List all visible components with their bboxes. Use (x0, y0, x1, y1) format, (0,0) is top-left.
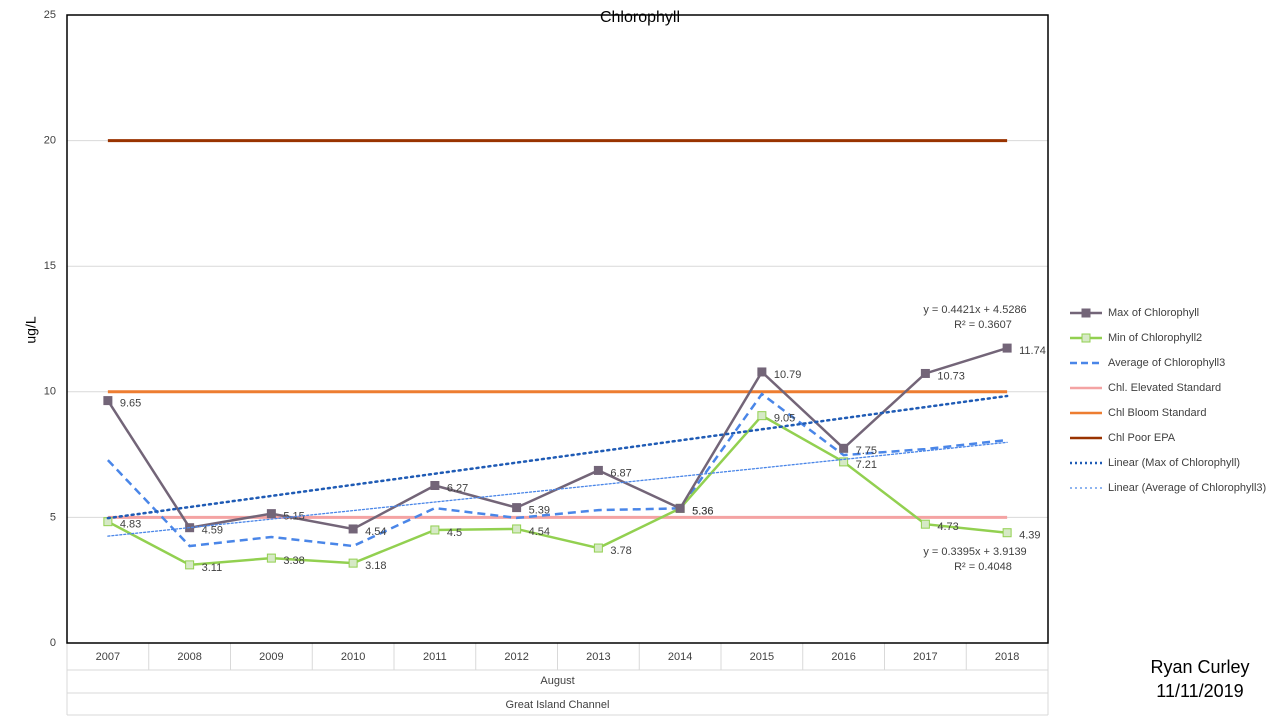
data-label: 3.38 (283, 555, 304, 567)
data-label: 9.65 (120, 397, 141, 409)
data-point (1002, 528, 1012, 538)
data-label: 7.75 (856, 445, 877, 457)
data-label: 6.87 (610, 467, 631, 479)
data-point (103, 396, 113, 406)
trend-equation: y = 0.4421x + 4.5286 (923, 304, 1026, 316)
data-point (920, 519, 930, 529)
legend-marker (1081, 308, 1091, 318)
x-tick-label: 2014 (668, 651, 692, 663)
data-point (839, 457, 849, 467)
data-label: 10.79 (774, 369, 802, 381)
data-label: 4.59 (202, 525, 223, 537)
x-tick-label: 2016 (831, 651, 855, 663)
legend-label: Min of Chlorophyll2 (1108, 332, 1202, 344)
x-tick-label: 2011 (423, 651, 447, 663)
x-tick-label: 2007 (96, 651, 120, 663)
data-point (348, 558, 358, 568)
x-tick-label: 2008 (177, 651, 201, 663)
data-label: 5.36 (692, 505, 713, 517)
data-point (675, 503, 685, 513)
data-label: 3.18 (365, 560, 386, 572)
data-label: 4.54 (529, 526, 550, 538)
x-tick-label: 2012 (504, 651, 528, 663)
data-point (593, 465, 603, 475)
x-tick-label: 2015 (750, 651, 774, 663)
data-label: 10.73 (937, 370, 965, 382)
y-axis-label: ug/L (23, 316, 39, 343)
trendline (106, 394, 1009, 520)
legend-label: Chl Bloom Standard (1108, 407, 1206, 419)
data-point (757, 411, 767, 421)
data-label: 3.11 (202, 562, 223, 574)
data-point (757, 367, 767, 377)
data-point (512, 503, 522, 513)
data-point (1002, 343, 1012, 353)
series-line (106, 392, 1008, 548)
legend-label: Linear (Max of Chlorophyll) (1108, 457, 1240, 469)
data-label: 5.39 (529, 505, 550, 517)
data-point (266, 509, 276, 519)
group-label: August (540, 675, 574, 687)
x-tick-label: 2009 (259, 651, 283, 663)
group-label: Great Island Channel (506, 699, 610, 711)
legend-label: Max of Chlorophyll (1108, 307, 1199, 319)
data-label: 6.27 (447, 482, 468, 494)
x-tick-label: 2013 (586, 651, 610, 663)
y-tick-label: 15 (44, 260, 56, 272)
data-label: 5.15 (283, 511, 304, 523)
y-tick-label: 20 (44, 135, 56, 147)
trend-equation: y = 0.3395x + 3.9139 (923, 546, 1026, 558)
data-label: 4.39 (1019, 530, 1040, 542)
data-label: 4.54 (365, 526, 386, 538)
data-point (266, 553, 276, 563)
data-label: 4.73 (937, 521, 958, 533)
data-point (348, 524, 358, 534)
data-point (185, 560, 195, 570)
data-point (430, 480, 440, 490)
trendline (107, 441, 1008, 537)
series-line (106, 346, 1008, 531)
legend-marker (1081, 333, 1091, 343)
data-label: 5.36 (692, 505, 713, 517)
trend-r2: R² = 0.4048 (954, 561, 1012, 573)
data-label: 9.05 (774, 413, 795, 425)
chart-title: Chlorophyll (600, 9, 680, 26)
date: 11/11/2019 (1156, 681, 1243, 701)
plot-frame (66, 14, 1049, 644)
data-label: 4.83 (120, 519, 141, 531)
x-tick-label: 2010 (341, 651, 365, 663)
y-tick-label: 0 (50, 637, 56, 649)
legend-label: Chl Poor EPA (1108, 432, 1176, 444)
legend-label: Average of Chlorophyll3 (1108, 357, 1225, 369)
series-line (107, 414, 1008, 567)
y-tick-label: 5 (50, 511, 56, 523)
data-point (593, 543, 603, 553)
data-point (512, 524, 522, 534)
x-tick-label: 2017 (913, 651, 937, 663)
y-tick-label: 25 (44, 9, 56, 21)
data-point (839, 443, 849, 453)
x-tick-label: 2018 (995, 651, 1019, 663)
data-point (430, 525, 440, 535)
data-label: 4.5 (447, 527, 462, 539)
data-label: 7.21 (856, 459, 877, 471)
author: Ryan Curley (1150, 657, 1249, 677)
trend-r2: R² = 0.3607 (954, 319, 1012, 331)
legend-label: Linear (Average of Chlorophyll3) (1108, 482, 1266, 494)
data-label: 3.78 (610, 545, 631, 557)
legend-label: Chl. Elevated Standard (1108, 382, 1221, 394)
y-tick-label: 10 (44, 386, 56, 398)
data-label: 11.74 (1019, 345, 1046, 357)
data-point (920, 368, 930, 378)
